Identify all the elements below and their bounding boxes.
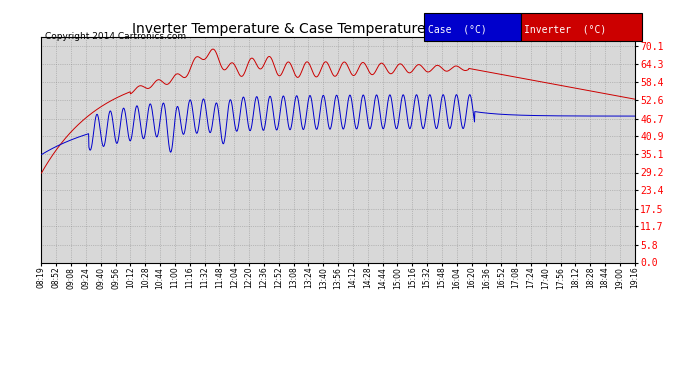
Text: Copyright 2014 Cartronics.com: Copyright 2014 Cartronics.com [45, 32, 186, 41]
Text: Case  (°C): Case (°C) [428, 24, 486, 34]
Text: Inverter  (°C): Inverter (°C) [524, 24, 607, 34]
Title: Inverter Temperature & Case Temperature Thu Sep 4 19:19: Inverter Temperature & Case Temperature … [132, 22, 544, 36]
